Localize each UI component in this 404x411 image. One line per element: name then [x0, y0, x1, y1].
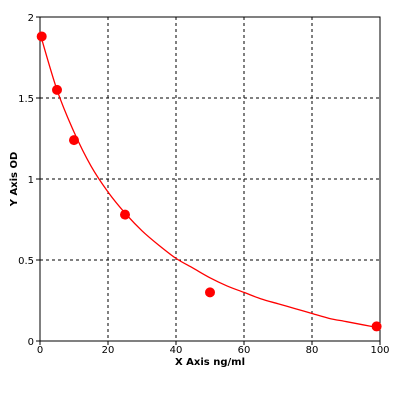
- data-point: [371, 321, 382, 332]
- fit-curve-group: [39, 33, 381, 329]
- y-tick-label: 0.5: [18, 256, 34, 267]
- y-tick-label: 1: [28, 175, 34, 186]
- data-points-group: [36, 31, 382, 332]
- x-tick-label: 80: [306, 345, 319, 356]
- data-point: [69, 135, 79, 146]
- data-point: [120, 209, 130, 220]
- y-tick-label: 1.5: [18, 94, 34, 105]
- data-point: [36, 31, 47, 42]
- x-tick-label: 20: [102, 345, 115, 356]
- y-tick-label: 0: [28, 337, 34, 348]
- x-tick-label: 40: [170, 345, 183, 356]
- y-tick-label: 2: [28, 13, 34, 24]
- x-tick-label: 100: [370, 345, 389, 356]
- data-point: [205, 287, 215, 298]
- x-tick-label: 0: [37, 345, 43, 356]
- data-point: [52, 84, 62, 95]
- y-axis-title: Y Axis OD: [9, 152, 20, 208]
- ticks: 0 20 40 60 80 100 0 0.5 1 1.5 2: [18, 13, 389, 356]
- fit-curve: [39, 33, 381, 329]
- grid: [40, 17, 380, 341]
- x-axis-title: X Axis ng/ml: [175, 357, 245, 368]
- x-tick-label: 60: [238, 345, 251, 356]
